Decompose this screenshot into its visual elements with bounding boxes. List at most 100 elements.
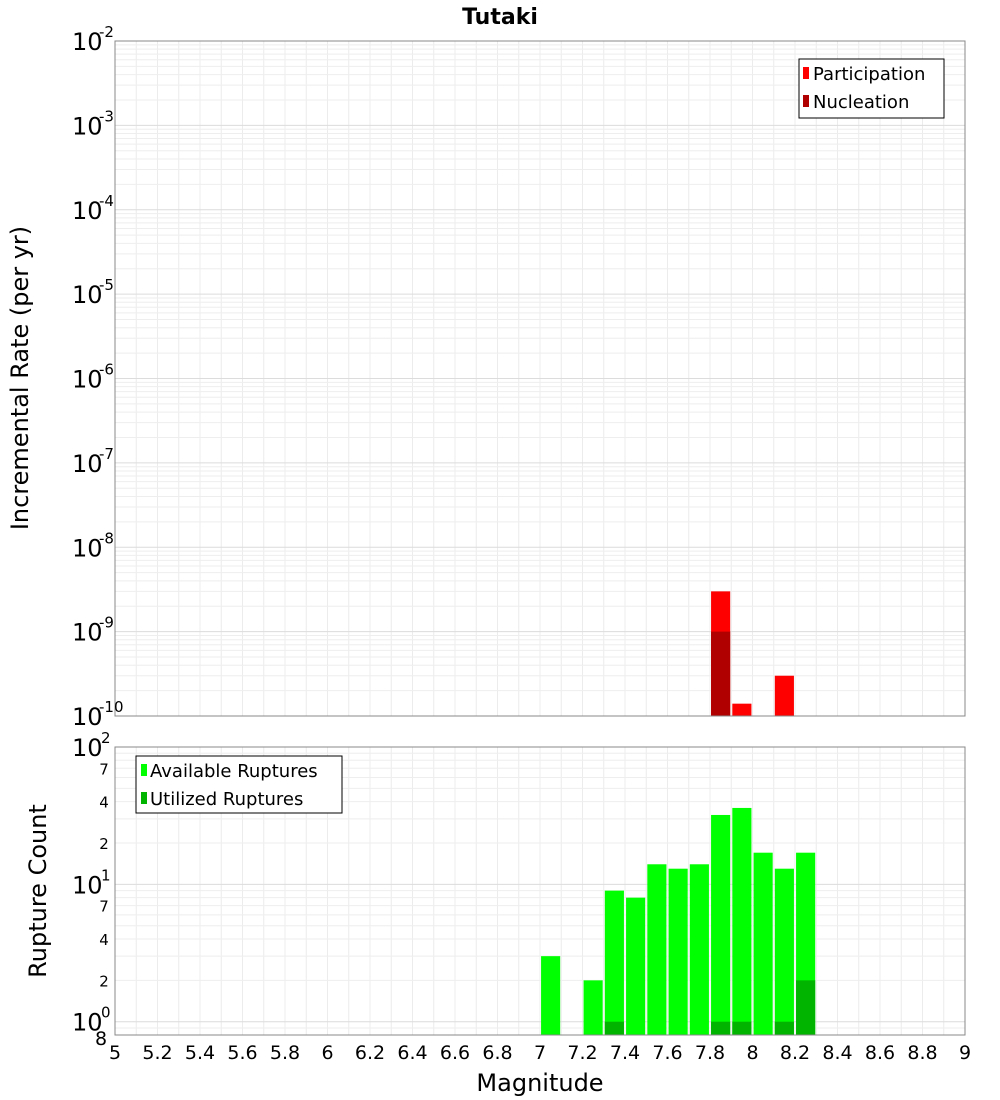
top-y-tick-exponent: -5 [99,276,114,294]
legend-label-utilized: Utilized Ruptures [150,789,303,810]
top-y-tick-exponent: -9 [99,614,114,632]
x-tick-label: 6.8 [482,1042,512,1064]
top-y-axis-label: Incremental Rate (per yr) [6,226,34,530]
bottom-y-axis-label: Rupture Count [24,804,52,978]
participation-bar [774,675,794,716]
available-ruptures-bar [774,868,794,1035]
x-tick-label: 5.2 [142,1042,172,1064]
x-tick-label: 8.6 [865,1042,895,1064]
top-y-tick: 10-10 [72,698,124,731]
bottom-y-minor-tick-label: 7 [99,760,109,778]
x-tick-label: 6.2 [355,1042,385,1064]
x-tick-label: 7.4 [610,1042,640,1064]
legend-label-nucleation: Nucleation [813,92,909,113]
bottom-y-minor-tick-label: 7 [99,898,109,916]
available-ruptures-bar [604,890,624,1035]
bottom-y-minor-tick-label: 2 [99,972,109,990]
top-y-tick: 10-7 [72,445,114,478]
x-tick-label: 5 [109,1042,121,1064]
bottom-y-tick: 100 [72,1004,111,1037]
x-tick-label: 5.4 [185,1042,215,1064]
top-y-tick-exponent: -2 [99,23,114,41]
top-y-tick: 10-3 [72,107,114,140]
top-y-tick: 10-9 [72,614,114,647]
top-gridlines [114,41,966,717]
available-ruptures-bar [541,956,561,1035]
bottom-bars [541,807,816,1035]
x-tick-label: 9 [959,1042,971,1064]
legend-swatch-participation [803,67,809,79]
top-y-tick-base: 10 [72,366,103,394]
available-ruptures-bar [732,807,752,1035]
bottom-y-tick-base: 10 [72,734,103,762]
top-y-tick-base: 10 [72,197,103,225]
top-y-tick: 10-8 [72,529,114,562]
bottom-y-tick-exponent: 0 [101,1004,111,1022]
available-ruptures-bar [626,897,646,1035]
top-legend: Participation Nucleation [798,58,945,119]
top-y-tick: 10-2 [72,23,114,56]
top-y-tick: 10-6 [72,361,114,394]
x-tick-label: 7.8 [695,1042,725,1064]
x-tick-label: 5.6 [227,1042,257,1064]
x-axis-label: Magnitude [476,1069,603,1097]
available-ruptures-bar [689,864,709,1035]
bottom-y-tick-base: 10 [72,871,103,899]
bottom-y-tick-exponent: 1 [101,866,111,884]
bottom-y-minor-tick-label: 8 [95,1028,107,1050]
top-plot-border [114,40,966,717]
bottom-y-tick: 101 [72,866,111,899]
x-tick-label: 6.4 [397,1042,427,1064]
x-tick-label: 6 [321,1042,333,1064]
top-y-tick-base: 10 [72,281,103,309]
top-y-tick-base: 10 [72,450,103,478]
top-y-tick-base: 10 [72,703,103,731]
participation-bar [732,703,752,716]
top-y-tick-exponent: -6 [99,361,114,379]
bottom-plot-border [114,746,966,1036]
bottom-y-tick-exponent: 2 [101,729,111,747]
legend-swatch-available [141,764,147,776]
top-y-tick-exponent: -10 [99,698,124,716]
top-y-tick: 10-4 [72,192,114,225]
top-y-tick-exponent: -7 [99,445,114,463]
chart-title: Tutaki [462,5,538,30]
x-tick-label: 8.8 [907,1042,937,1064]
bottom-legend: Available Ruptures Utilized Ruptures [135,755,343,814]
x-tick-label: 7 [534,1042,546,1064]
x-tick-label: 8 [746,1042,758,1064]
top-y-tick: 10-5 [72,276,114,309]
x-tick-label: 7.2 [567,1042,597,1064]
top-legend-box [798,58,945,119]
top-bars [711,591,794,716]
bottom-y-minor-tick-label: 4 [99,794,109,812]
x-tick-label: 8.2 [780,1042,810,1064]
available-ruptures-bar [647,864,667,1035]
available-ruptures-bar [668,868,688,1035]
utilized-ruptures-bar [796,980,816,1035]
utilized-ruptures-bar [774,1021,794,1035]
available-ruptures-bar [753,852,773,1035]
top-y-tick-base: 10 [72,534,103,562]
legend-swatch-utilized [141,792,147,804]
x-tick-label: 5.8 [270,1042,300,1064]
utilized-ruptures-bar [732,1021,752,1035]
x-tick-label: 8.4 [822,1042,852,1064]
bottom-y-tick: 102 [72,729,111,762]
x-tick-label: 7.6 [652,1042,682,1064]
nucleation-bar [711,631,731,716]
utilized-ruptures-bar [604,1021,624,1035]
top-y-tick-exponent: -8 [99,529,114,547]
legend-label-available: Available Ruptures [150,761,318,782]
bottom-y-tick-base: 10 [72,1009,103,1037]
bottom-y-minor-tick-label: 4 [99,931,109,949]
x-tick-label: 6.6 [440,1042,470,1064]
utilized-ruptures-bar [711,1021,731,1035]
available-ruptures-bar [583,980,603,1035]
bottom-y-minor-tick-label: 2 [99,835,109,853]
bottom-legend-box [135,755,343,814]
top-y-tick-base: 10 [72,28,103,56]
top-y-tick-base: 10 [72,619,103,647]
top-y-tick-base: 10 [72,112,103,140]
